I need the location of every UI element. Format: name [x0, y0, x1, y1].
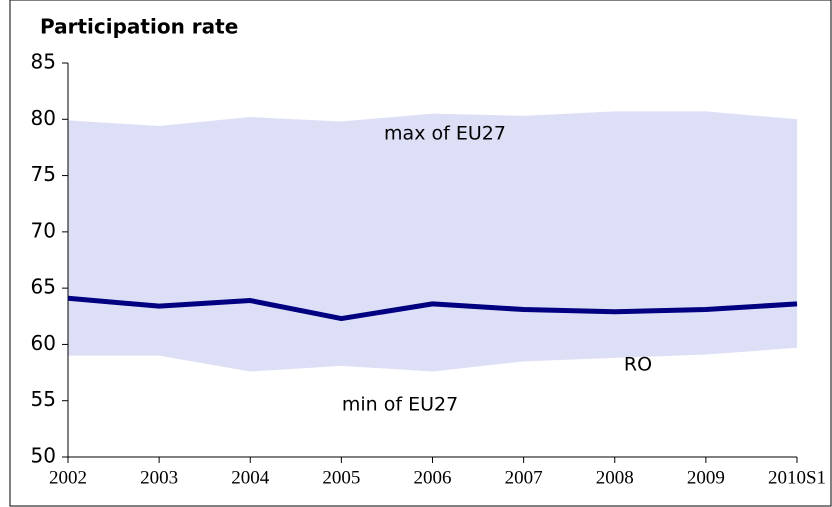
x-tick-label: 2010S1 [768, 467, 826, 488]
x-tick-label: 2007 [505, 467, 543, 488]
y-tick-label: 50 [31, 444, 56, 468]
line-series [67, 295, 798, 322]
y-tick-label: 80 [31, 106, 56, 130]
x-tick-label: 2003 [140, 467, 178, 488]
y-tick-label: 70 [31, 218, 56, 242]
x-tick-label: 2005 [322, 467, 360, 488]
x-tick-label: 2002 [49, 467, 87, 488]
eu27-range-band [68, 111, 797, 372]
y-tick-label: 55 [31, 387, 56, 411]
y-tick-label: 85 [31, 50, 56, 74]
x-tick-label: 2004 [231, 467, 270, 488]
y-tick-label: 60 [31, 331, 56, 355]
y-tick-label: 75 [31, 162, 56, 186]
annotation: RO [624, 354, 652, 376]
y-tick-label: 65 [31, 275, 56, 299]
annotation: max of EU27 [384, 123, 506, 145]
x-tick-label: 2006 [414, 467, 452, 488]
chart-title: Participation rate [40, 15, 238, 39]
annotation: min of EU27 [342, 394, 458, 416]
chart-frame [9, 0, 832, 507]
x-tick-label: 2008 [596, 467, 634, 488]
x-tick-label: 2009 [687, 467, 725, 488]
